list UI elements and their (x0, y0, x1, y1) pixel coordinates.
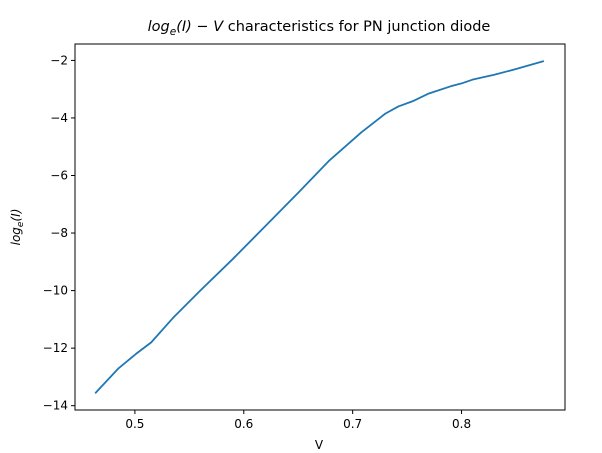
series-line-0 (94, 60, 545, 394)
series-layer (94, 60, 545, 394)
x-tick-label: 0.6 (234, 417, 253, 431)
y-tick-label: −14 (43, 399, 68, 413)
y-tick-label: −8 (50, 226, 68, 240)
y-axis-ticks: −14 −12 −10 −8 −6 −4 −2 (43, 53, 75, 413)
chart-title-math-log: log (148, 19, 170, 35)
x-tick-label: 0.7 (343, 417, 362, 431)
x-axis-label: V (315, 438, 324, 452)
y-axis-label-math-log: log (9, 227, 23, 246)
chart-title-math-arg: (I) − V (176, 19, 224, 35)
y-tick-label: −12 (43, 341, 68, 355)
y-tick-label: −2 (50, 53, 68, 67)
chart-title-math-sub: e (170, 26, 176, 38)
y-axis-label-math-arg: (I) (9, 209, 23, 222)
y-tick-label: −6 (50, 168, 68, 182)
chart-title: loge(I) − V characteristics for PN junct… (148, 19, 491, 38)
y-tick-label: −4 (50, 111, 68, 125)
x-tick-label: 0.5 (125, 417, 144, 431)
chart-title-text: loge(I) − V characteristics for PN junct… (148, 19, 491, 38)
x-axis-ticks: 0.5 0.6 0.7 0.8 (125, 410, 471, 431)
y-tick-label: −10 (43, 284, 68, 298)
plot-frame (74, 43, 566, 411)
x-tick-label: 0.8 (452, 417, 471, 431)
plot-area (75, 44, 565, 410)
y-axis-label: loge(I) (9, 209, 26, 246)
y-axis-label-math-sub: e (16, 221, 26, 227)
chart-title-suffix: characteristics for PN junction diode (223, 19, 490, 35)
